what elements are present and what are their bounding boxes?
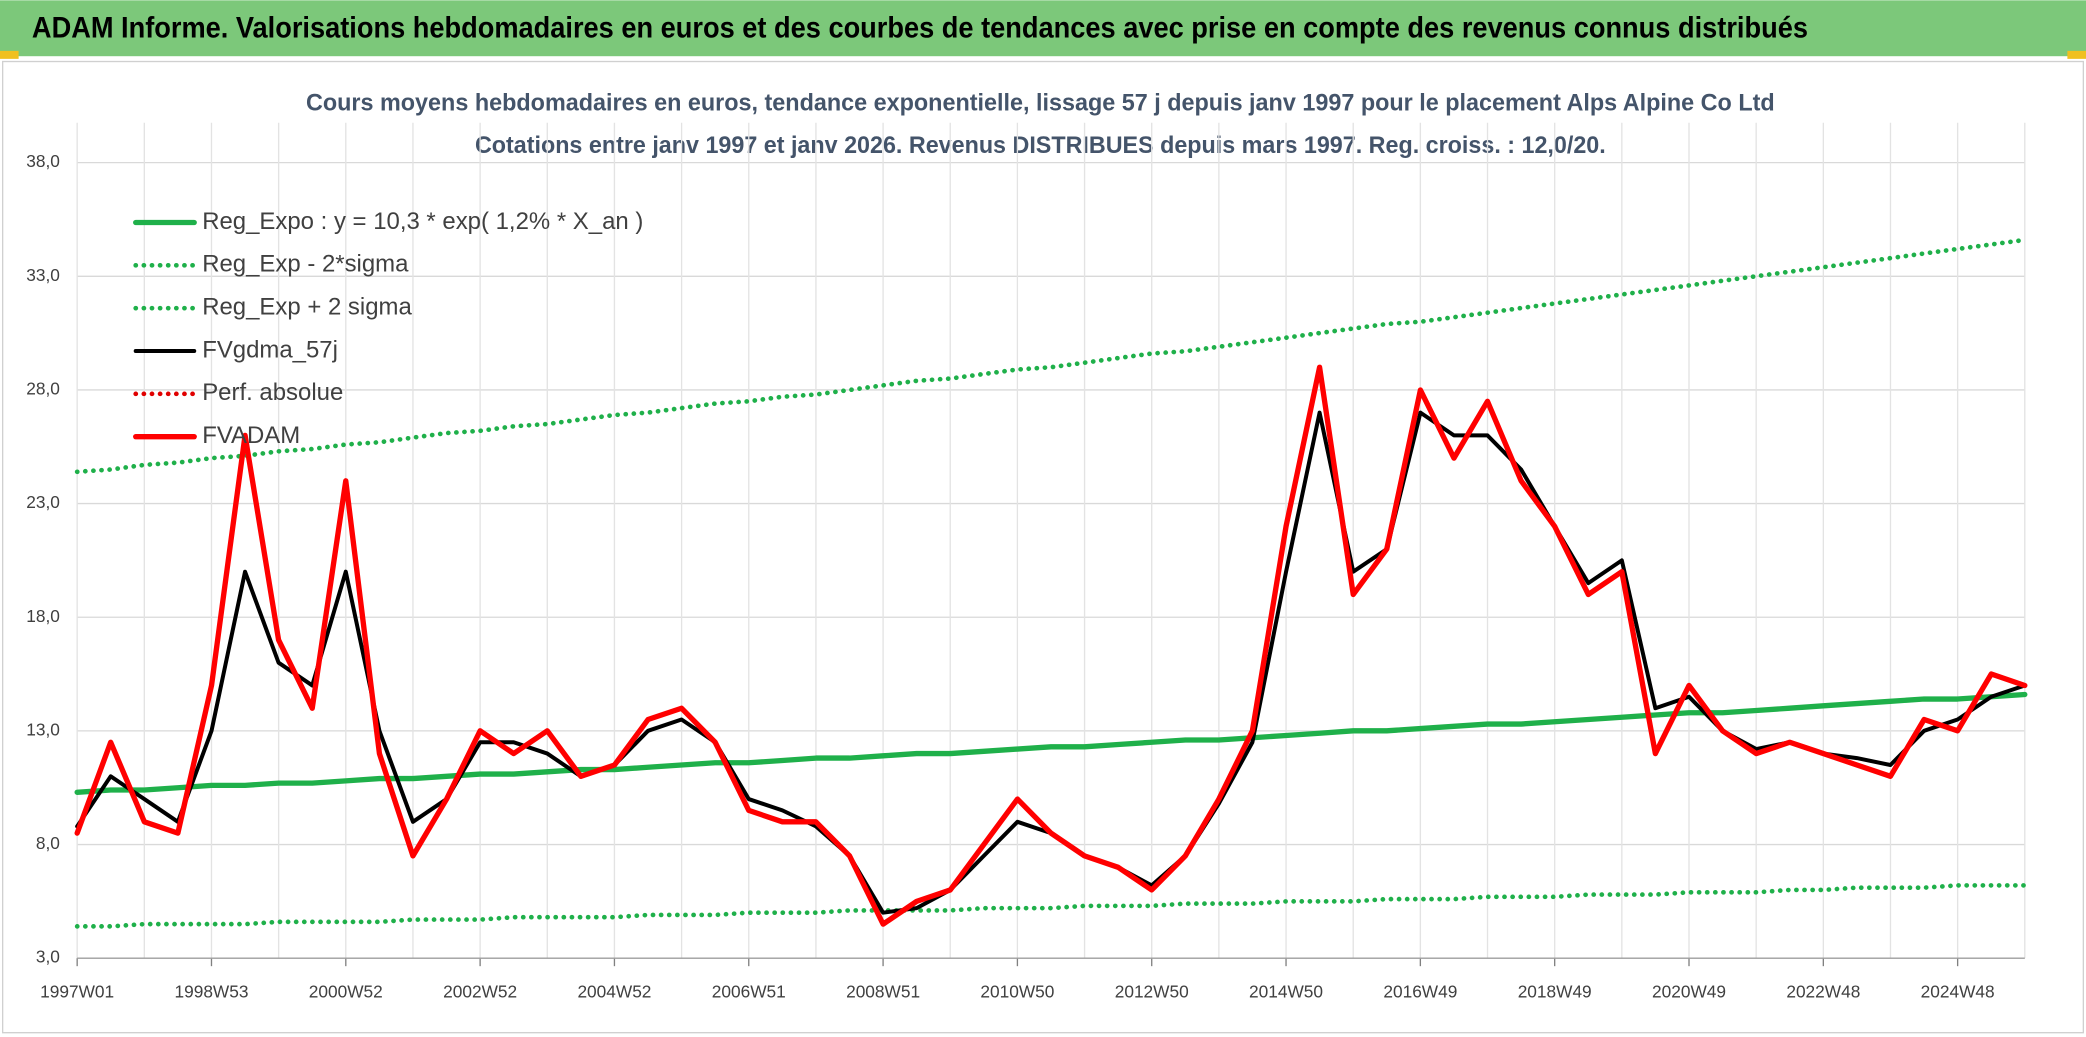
y-tick-label: 13,0 — [26, 719, 60, 739]
y-tick-label: 18,0 — [26, 606, 60, 626]
corner — [2067, 50, 2086, 59]
y-tick-label: 8,0 — [36, 833, 60, 853]
x-tick-label: 2006W51 — [712, 981, 786, 1001]
series-line — [74, 364, 2028, 927]
x-tick-label: 1998W53 — [174, 981, 248, 1001]
series-line — [74, 691, 2028, 795]
corner — [0, 50, 19, 59]
series-line — [74, 883, 2028, 929]
frame — [1, 60, 2085, 1034]
legend-label: Perf. absolue — [202, 379, 343, 406]
x-tick-label: 2000W52 — [309, 981, 383, 1001]
x-tick-label: 2012W50 — [1115, 981, 1189, 1001]
x-tick-label: 2014W50 — [1249, 981, 1323, 1001]
series-line — [74, 237, 2028, 475]
y-tick-label: 38,0 — [26, 151, 60, 171]
x-tick-label: 2010W50 — [980, 981, 1054, 1001]
y-tick-label: 33,0 — [26, 265, 60, 285]
x-tick-label: 2024W48 — [1921, 981, 1995, 1001]
legend-label: Reg_Exp - 2*sigma — [202, 251, 409, 278]
subtitle: Cotations entre janv 1997 et janv 2026. … — [475, 132, 1606, 159]
x-tick-label: 2018W49 — [1518, 981, 1592, 1001]
y-tick-label: 23,0 — [26, 492, 60, 512]
x-tick-label: 2004W52 — [577, 981, 651, 1001]
x-tick-label: 2020W49 — [1652, 981, 1726, 1001]
header-title: ADAM Informe. Valorisations hebdomadaire… — [32, 12, 1808, 44]
x-tick-label: 2008W51 — [846, 981, 920, 1001]
legend-label: Reg_Expo : y = 10,3 * exp( 1,2% * X_an ) — [202, 208, 643, 235]
legend-label: FVgdma_57j — [202, 336, 338, 363]
x-tick-label: 2016W49 — [1383, 981, 1457, 1001]
legend-label: Reg_Exp + 2 sigma — [202, 293, 412, 320]
x-tick-label: 2002W52 — [443, 981, 517, 1001]
header-bar — [0, 0, 2086, 57]
legend-label: FVADAM — [202, 422, 300, 449]
y-tick-label: 3,0 — [36, 947, 60, 967]
y-tick-label: 28,0 — [26, 378, 60, 398]
x-tick-label: 2022W48 — [1786, 981, 1860, 1001]
x-tick-label: 1997W01 — [40, 981, 114, 1001]
subtitle: Cours moyens hebdomadaires en euros, ten… — [306, 89, 1775, 116]
